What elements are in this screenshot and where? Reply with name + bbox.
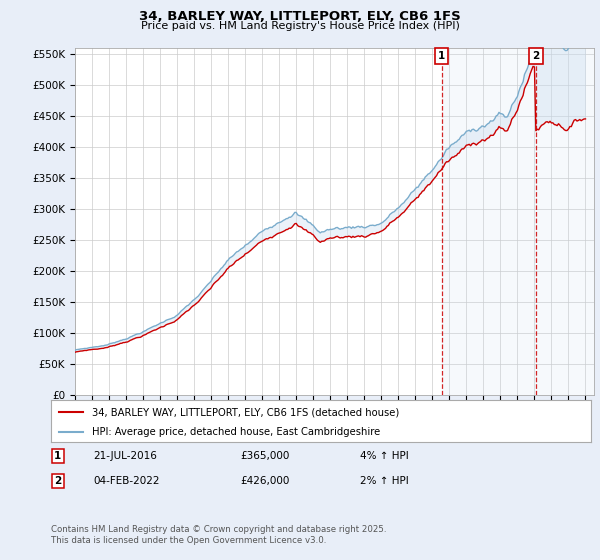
Text: HPI: Average price, detached house, East Cambridgeshire: HPI: Average price, detached house, East… [91,427,380,437]
Text: 2: 2 [54,476,61,486]
Text: 2: 2 [532,52,539,61]
Text: 1: 1 [54,451,61,461]
Text: £365,000: £365,000 [240,451,289,461]
Text: 21-JUL-2016: 21-JUL-2016 [93,451,157,461]
Text: 04-FEB-2022: 04-FEB-2022 [93,476,160,486]
Text: 34, BARLEY WAY, LITTLEPORT, ELY, CB6 1FS: 34, BARLEY WAY, LITTLEPORT, ELY, CB6 1FS [139,10,461,23]
Text: £426,000: £426,000 [240,476,289,486]
Text: Contains HM Land Registry data © Crown copyright and database right 2025.
This d: Contains HM Land Registry data © Crown c… [51,525,386,545]
Text: 4% ↑ HPI: 4% ↑ HPI [360,451,409,461]
Text: Price paid vs. HM Land Registry's House Price Index (HPI): Price paid vs. HM Land Registry's House … [140,21,460,31]
Bar [442,48,594,395]
Text: 2% ↑ HPI: 2% ↑ HPI [360,476,409,486]
Text: 1: 1 [438,52,445,61]
Text: 34, BARLEY WAY, LITTLEPORT, ELY, CB6 1FS (detached house): 34, BARLEY WAY, LITTLEPORT, ELY, CB6 1FS… [91,407,399,417]
